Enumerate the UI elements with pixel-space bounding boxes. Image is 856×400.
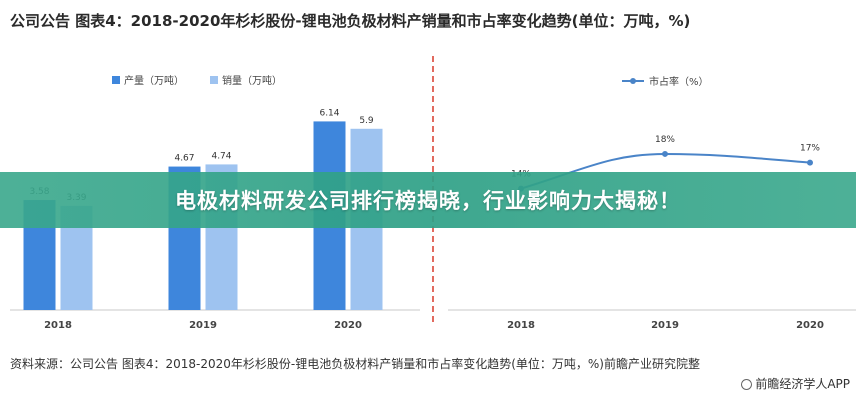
- line-x-tick-label: 2018: [507, 320, 535, 331]
- bar-data-label: 6.14: [319, 108, 339, 118]
- line-data-label: 17%: [800, 144, 820, 154]
- legend-marker: [630, 78, 636, 84]
- legend-label: 产量（万吨）: [124, 74, 184, 87]
- source-note: 资料来源：公司公告 图表4：2018-2020年杉杉股份-锂电池负极材料产销量和…: [10, 357, 700, 371]
- credit-watermark: 前瞻经济学人APP: [741, 375, 850, 392]
- share-point-2019: [662, 150, 668, 157]
- app-logo-icon: [741, 379, 753, 390]
- credit-text: 前瞻经济学人APP: [755, 377, 850, 391]
- headline-banner: 电极材料研发公司排行榜揭晓，行业影响力大揭秘！: [0, 172, 856, 228]
- line-data-label: 18%: [655, 135, 675, 145]
- share-point-2020: [807, 159, 813, 166]
- bar-data-label: 4.74: [211, 151, 231, 161]
- bar-x-tick-label: 2019: [189, 320, 217, 331]
- bar-x-tick-label: 2020: [334, 320, 362, 331]
- legend-swatch: [112, 76, 120, 84]
- bar-data-label: 4.67: [174, 154, 194, 164]
- line-x-tick-label: 2020: [796, 320, 824, 331]
- chart-title: 公司公告 图表4：2018-2020年杉杉股份-锂电池负极材料产销量和市占率变化…: [10, 12, 691, 30]
- line-x-tick-label: 2019: [651, 320, 679, 331]
- bar-x-tick-label: 2018: [44, 320, 72, 331]
- legend-label: 市占率（%）: [649, 75, 709, 88]
- legend-swatch: [210, 76, 218, 84]
- legend-label: 销量（万吨）: [222, 74, 282, 87]
- bar-data-label: 5.9: [359, 116, 374, 126]
- banner-text: 电极材料研发公司排行榜揭晓，行业影响力大揭秘！: [175, 189, 681, 213]
